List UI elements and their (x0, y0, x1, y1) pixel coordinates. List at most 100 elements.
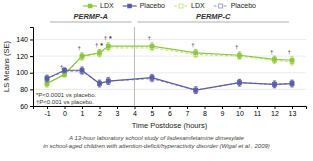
tick-label: 6 (168, 110, 172, 117)
series (45, 68, 294, 94)
tick-label: 5 (151, 110, 155, 117)
error-bar (80, 68, 83, 75)
annotation: † (104, 35, 107, 41)
tick: 5 (151, 106, 155, 117)
series (45, 67, 294, 94)
marker (106, 44, 110, 48)
grid-line (33, 39, 306, 40)
legend-marker (219, 4, 223, 8)
error-bar (273, 56, 276, 63)
marker (273, 82, 277, 86)
tick-label: 7 (186, 110, 190, 117)
grid-line (33, 56, 306, 57)
marker (150, 44, 154, 48)
error-bar (107, 78, 110, 85)
tick: 120 (16, 53, 33, 60)
tick-label: 12 (271, 110, 279, 117)
marker (98, 51, 102, 55)
tick-label: 9 (221, 110, 225, 117)
error-bar (150, 75, 153, 82)
marker (80, 54, 84, 58)
tick-label: 0 (63, 110, 67, 117)
legend-label: Placebo (231, 2, 256, 9)
tick: 0 (63, 106, 67, 117)
tick: -1 (44, 106, 50, 117)
tick-mark (30, 89, 33, 90)
x-axis-title: Time Postdose (hours) (132, 121, 208, 130)
tick-mark (30, 56, 33, 57)
tick: 6 (168, 106, 172, 117)
tick-mark (30, 39, 33, 40)
tick-mark (205, 106, 206, 109)
panel-title: PERMP-C (196, 12, 231, 21)
marker (45, 77, 49, 81)
marker (290, 82, 294, 86)
series-line (47, 71, 292, 90)
marker (290, 82, 294, 86)
tick: 140 (16, 36, 33, 43)
error-bar (98, 50, 101, 57)
tick-mark (135, 106, 136, 109)
tick-label: 8 (203, 110, 207, 117)
panel-bracket (50, 22, 132, 23)
annotation: † (191, 42, 194, 48)
series-line (47, 48, 292, 84)
tick-mark (170, 106, 171, 109)
tick-label: 13 (289, 110, 297, 117)
tick: 11 (254, 106, 261, 117)
error-bar (238, 79, 241, 86)
panel-bracket (138, 22, 290, 23)
error-bar (150, 74, 153, 81)
error-bar (290, 80, 293, 87)
tick-label: 80 (20, 86, 28, 93)
marker (106, 79, 110, 83)
marker (273, 57, 277, 61)
caption: A 13-hour laboratory school study of lis… (43, 135, 270, 149)
error-bar (194, 87, 197, 94)
series (45, 44, 294, 86)
tick-mark (257, 106, 258, 109)
annotation: † (78, 45, 81, 51)
legend: LDXPlaceboLDXPlacebo (83, 2, 256, 9)
tick-label: 120 (16, 53, 28, 60)
tick-mark (152, 106, 153, 109)
tick-mark (30, 73, 33, 74)
legend-marker (179, 4, 183, 8)
marker (238, 53, 242, 57)
annotation: * (109, 35, 112, 42)
error-bar (63, 68, 66, 73)
error-bar (150, 44, 153, 51)
tick: 3 (116, 106, 120, 117)
tick-label: 3 (116, 110, 120, 117)
panel-title: PERMP-A (73, 12, 108, 21)
marker (194, 88, 198, 92)
grid (33, 39, 306, 106)
tick-label: 10 (236, 110, 244, 117)
marker (80, 68, 84, 72)
annotation: † (95, 42, 98, 48)
marker (273, 82, 277, 86)
marker (45, 77, 49, 81)
tick-mark (240, 106, 241, 109)
error-bar (194, 87, 197, 94)
axis-line (30, 28, 34, 107)
grid-line (33, 89, 306, 90)
marker (80, 55, 84, 59)
x-axis: -1012345678910111213 (34, 106, 307, 117)
error-bar (80, 54, 83, 61)
footnote: *P<0.0001 vs placebo. (36, 92, 97, 98)
annotation: † (60, 64, 63, 70)
legend-item: Placebo (214, 2, 256, 9)
annotation: † (148, 35, 151, 41)
tick: 1 (81, 106, 85, 117)
grid-line (33, 72, 306, 73)
marker (150, 76, 154, 80)
series-line (47, 70, 292, 90)
error-bar (194, 49, 197, 56)
tick: 60 (20, 103, 33, 110)
error-bar (238, 52, 241, 59)
annotation: † (270, 49, 273, 55)
tick-mark (222, 106, 223, 109)
tick: 9 (221, 106, 225, 117)
error-bar (80, 67, 83, 74)
